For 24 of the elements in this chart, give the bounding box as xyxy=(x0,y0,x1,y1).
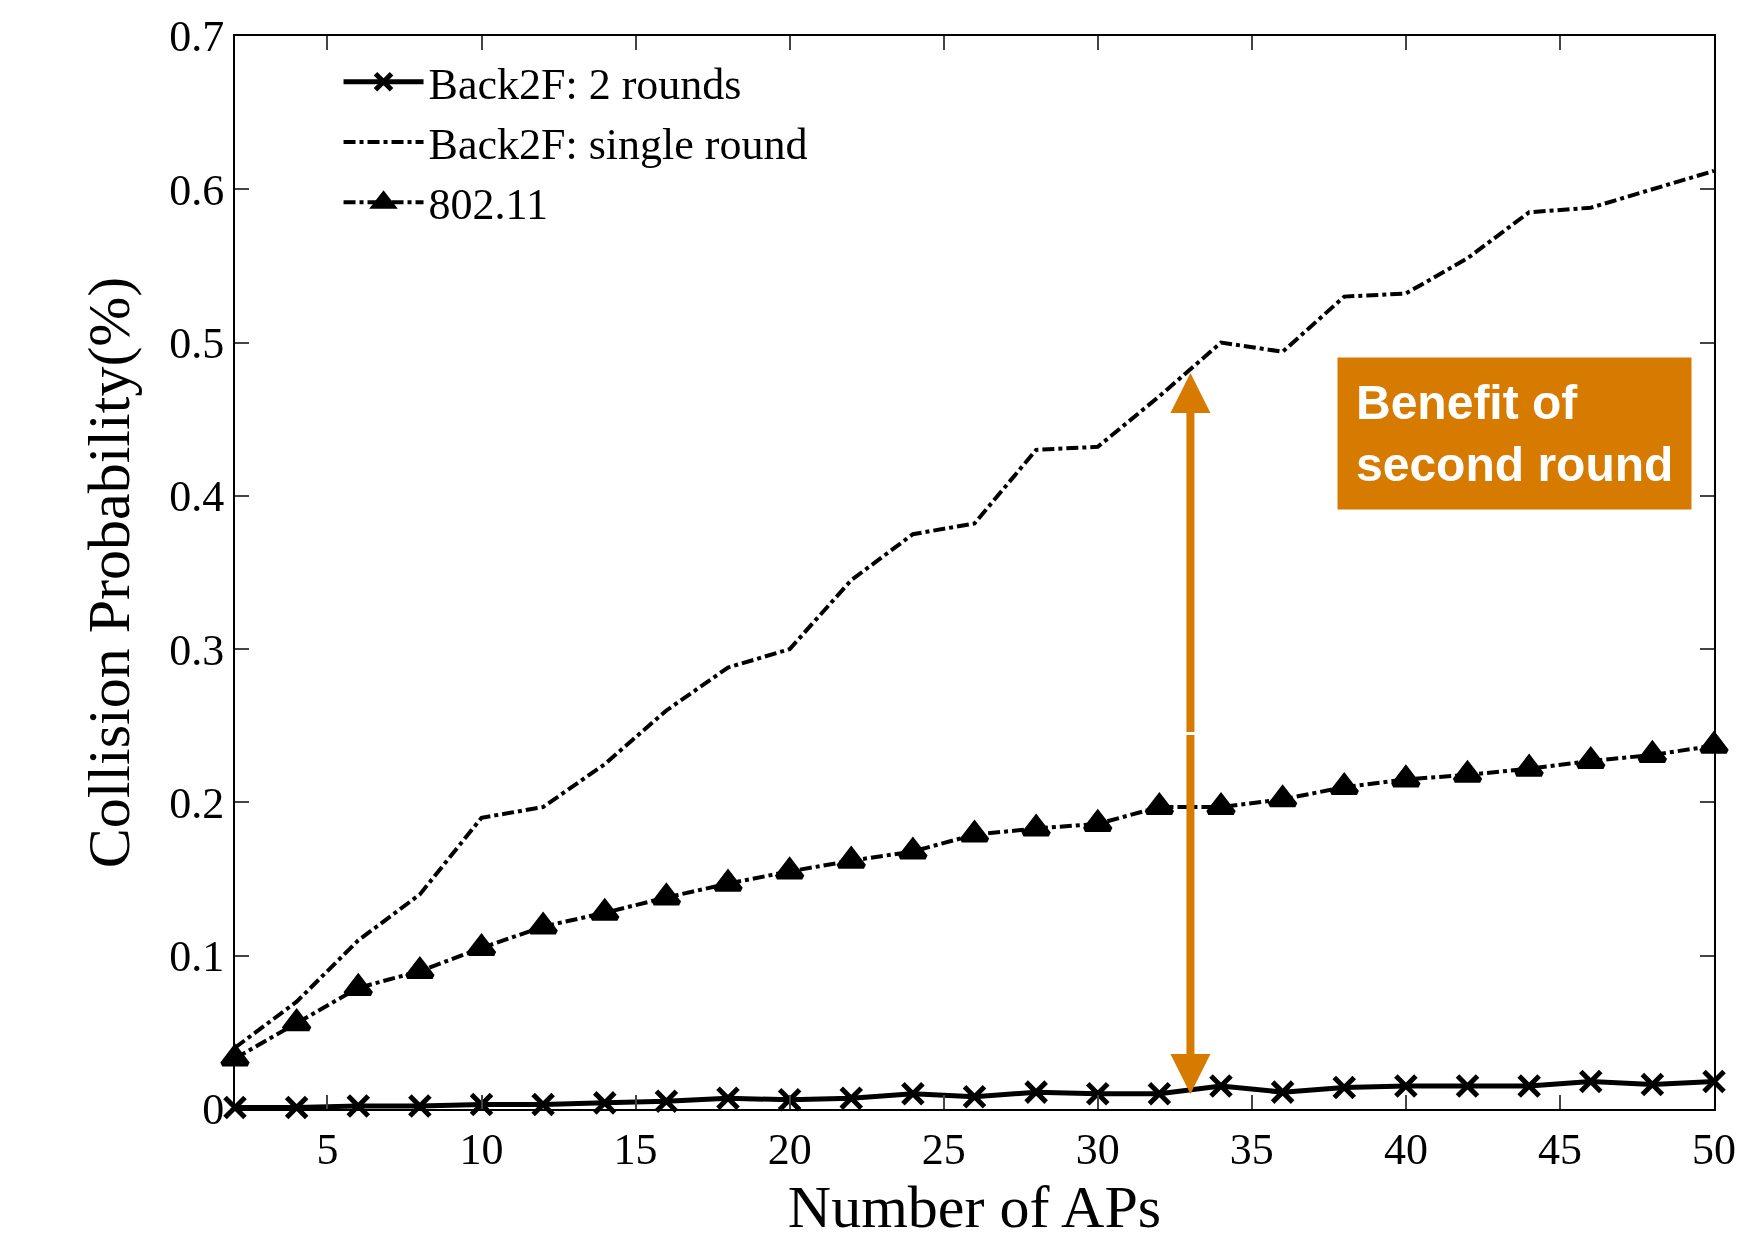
annotation: Benefit of second round xyxy=(1356,376,1674,492)
y-tick-label: 0.7 xyxy=(169,12,225,62)
x-tick-label: 15 xyxy=(613,1124,658,1174)
x-tick-label: 10 xyxy=(459,1124,504,1174)
y-axis-title: Collision Probability(%) xyxy=(76,276,143,869)
legend-label: Back2F: single round xyxy=(428,120,808,170)
x-tick-label: 20 xyxy=(767,1124,812,1174)
legend-label: Back2F: 2 rounds xyxy=(428,59,742,109)
legend-label: 802.11 xyxy=(428,180,548,230)
y-tick-label: 0.5 xyxy=(169,318,225,368)
y-tick-label: 0.2 xyxy=(169,778,225,828)
y-tick-label: 0.3 xyxy=(169,625,225,675)
y-tick-label: 0.4 xyxy=(169,472,225,522)
x-axis-title: Number of APs xyxy=(787,1173,1162,1240)
y-tick-label: 0.1 xyxy=(169,932,225,982)
x-tick-label: 25 xyxy=(921,1124,966,1174)
y-tick-label: 0.6 xyxy=(169,165,225,215)
x-tick-label: 30 xyxy=(1075,1124,1120,1174)
x-tick-label: 35 xyxy=(1229,1124,1274,1174)
x-tick-label: 45 xyxy=(1537,1124,1582,1174)
x-tick-label: 50 xyxy=(1692,1124,1736,1174)
x-tick-label: 40 xyxy=(1383,1124,1428,1174)
y-tick-label: 0 xyxy=(202,1085,225,1135)
x-tick-label: 5 xyxy=(316,1124,339,1174)
